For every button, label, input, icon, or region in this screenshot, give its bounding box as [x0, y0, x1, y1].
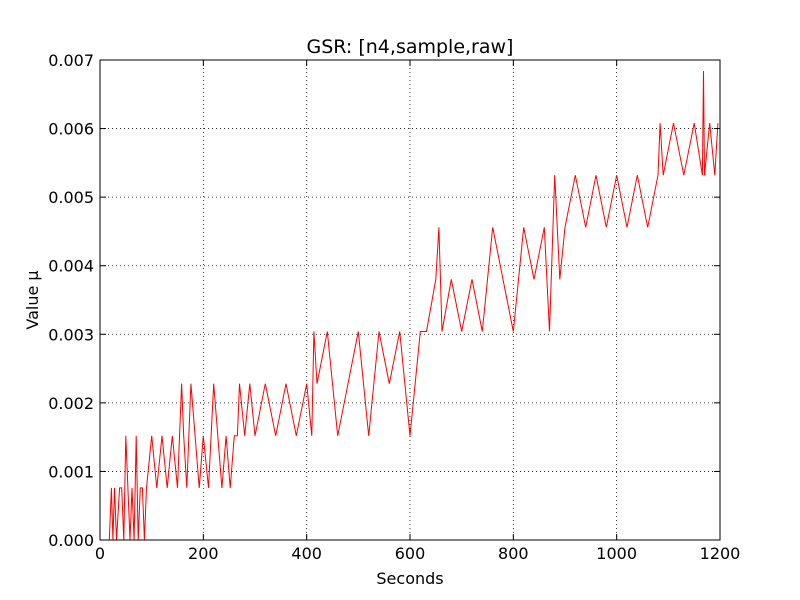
ticks [99, 59, 721, 541]
series-layer [108, 70, 719, 541]
y-tick-label: 0.000 [48, 531, 94, 550]
grid [100, 60, 720, 540]
tick-labels: 0 200 400 600 800 1000 1200 0.000 0.001 0.002 0.00… [48, 51, 740, 563]
x-tick-label: 400 [291, 544, 322, 563]
x-tick-label: 600 [395, 544, 426, 563]
x-tick-label: 0 [95, 544, 105, 563]
y-tick-label: 0.001 [48, 462, 94, 481]
y-tick-label: 0.002 [48, 394, 94, 413]
x-tick-label: 1000 [596, 544, 637, 563]
x-axis-title: Seconds [376, 569, 443, 588]
y-tick-label: 0.003 [48, 325, 94, 344]
x-tick-label: 800 [498, 544, 529, 563]
chart-title: GSR: [n4,sample,raw] [307, 36, 514, 58]
y-tick-label: 0.005 [48, 188, 94, 207]
x-tick-label: 200 [188, 544, 219, 563]
y-tick-label: 0.007 [48, 51, 94, 70]
y-tick-label: 0.004 [48, 257, 94, 276]
x-tick-label: 1200 [700, 544, 741, 563]
y-tick-label: 0.006 [48, 120, 94, 139]
y-axis-title: Value µ [23, 270, 42, 329]
series-line [108, 70, 719, 541]
